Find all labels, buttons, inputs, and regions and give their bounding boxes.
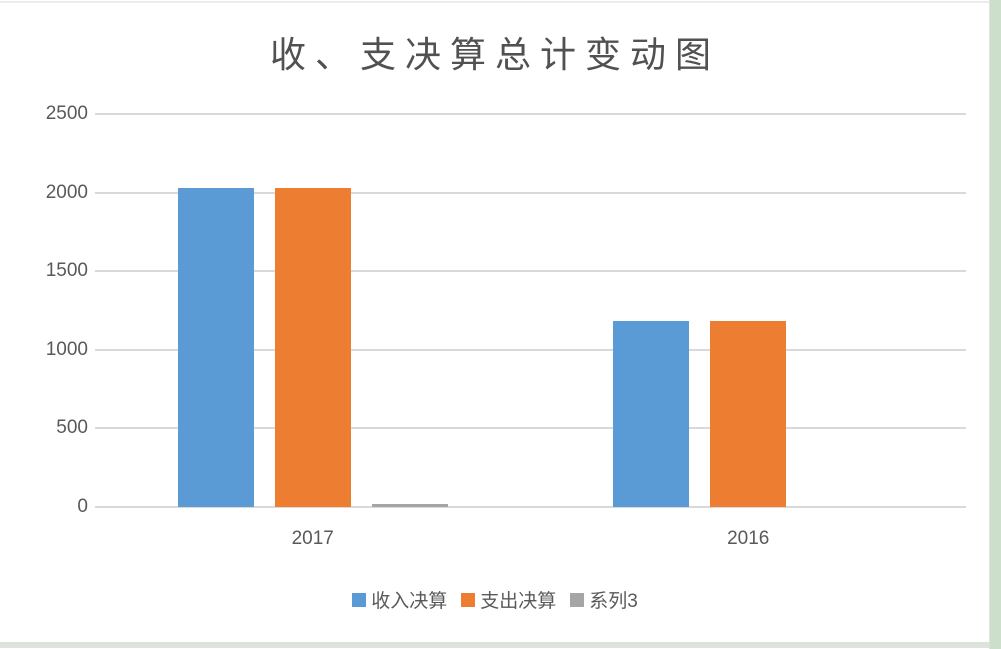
bar	[178, 187, 254, 507]
y-axis-tick-label: 500	[56, 417, 88, 439]
frame-top-line	[0, 1, 990, 3]
legend-swatch-icon	[461, 592, 476, 607]
legend-swatch-icon	[352, 592, 367, 607]
legend-label: 系列3	[589, 591, 638, 612]
bar	[710, 320, 786, 507]
legend-label: 支出决算	[480, 591, 557, 612]
legend-item: 支出决算	[461, 586, 556, 613]
gridline	[95, 270, 966, 273]
bar	[613, 320, 689, 507]
legend-item: 收入决算	[352, 586, 447, 613]
y-axis-tick-label: 1000	[45, 338, 88, 360]
gridline	[95, 506, 966, 508]
x-axis-category-label: 2017	[291, 528, 334, 549]
frame-border-right	[989, 0, 1001, 649]
frame-border-bottom	[0, 642, 990, 648]
gridline	[95, 113, 966, 115]
y-axis-tick-label: 0	[77, 496, 88, 517]
bar	[275, 187, 351, 507]
chart-title: 收、支决算总计变动图	[269, 34, 720, 75]
bar	[372, 504, 448, 507]
legend-item: 系列3	[570, 586, 638, 613]
y-axis-tick-label: 2500	[45, 103, 88, 124]
y-axis-tick-label: 1500	[45, 260, 88, 282]
legend: 收入决算 支出决算 系列3	[0, 586, 990, 613]
y-axis-tick-label: 2000	[45, 181, 88, 203]
gridline	[95, 348, 966, 351]
legend-swatch-icon	[570, 592, 585, 607]
x-axis-category-label: 2016	[727, 528, 770, 549]
gridline	[95, 191, 966, 194]
legend-label: 收入决算	[371, 591, 448, 612]
gridline	[95, 427, 966, 430]
